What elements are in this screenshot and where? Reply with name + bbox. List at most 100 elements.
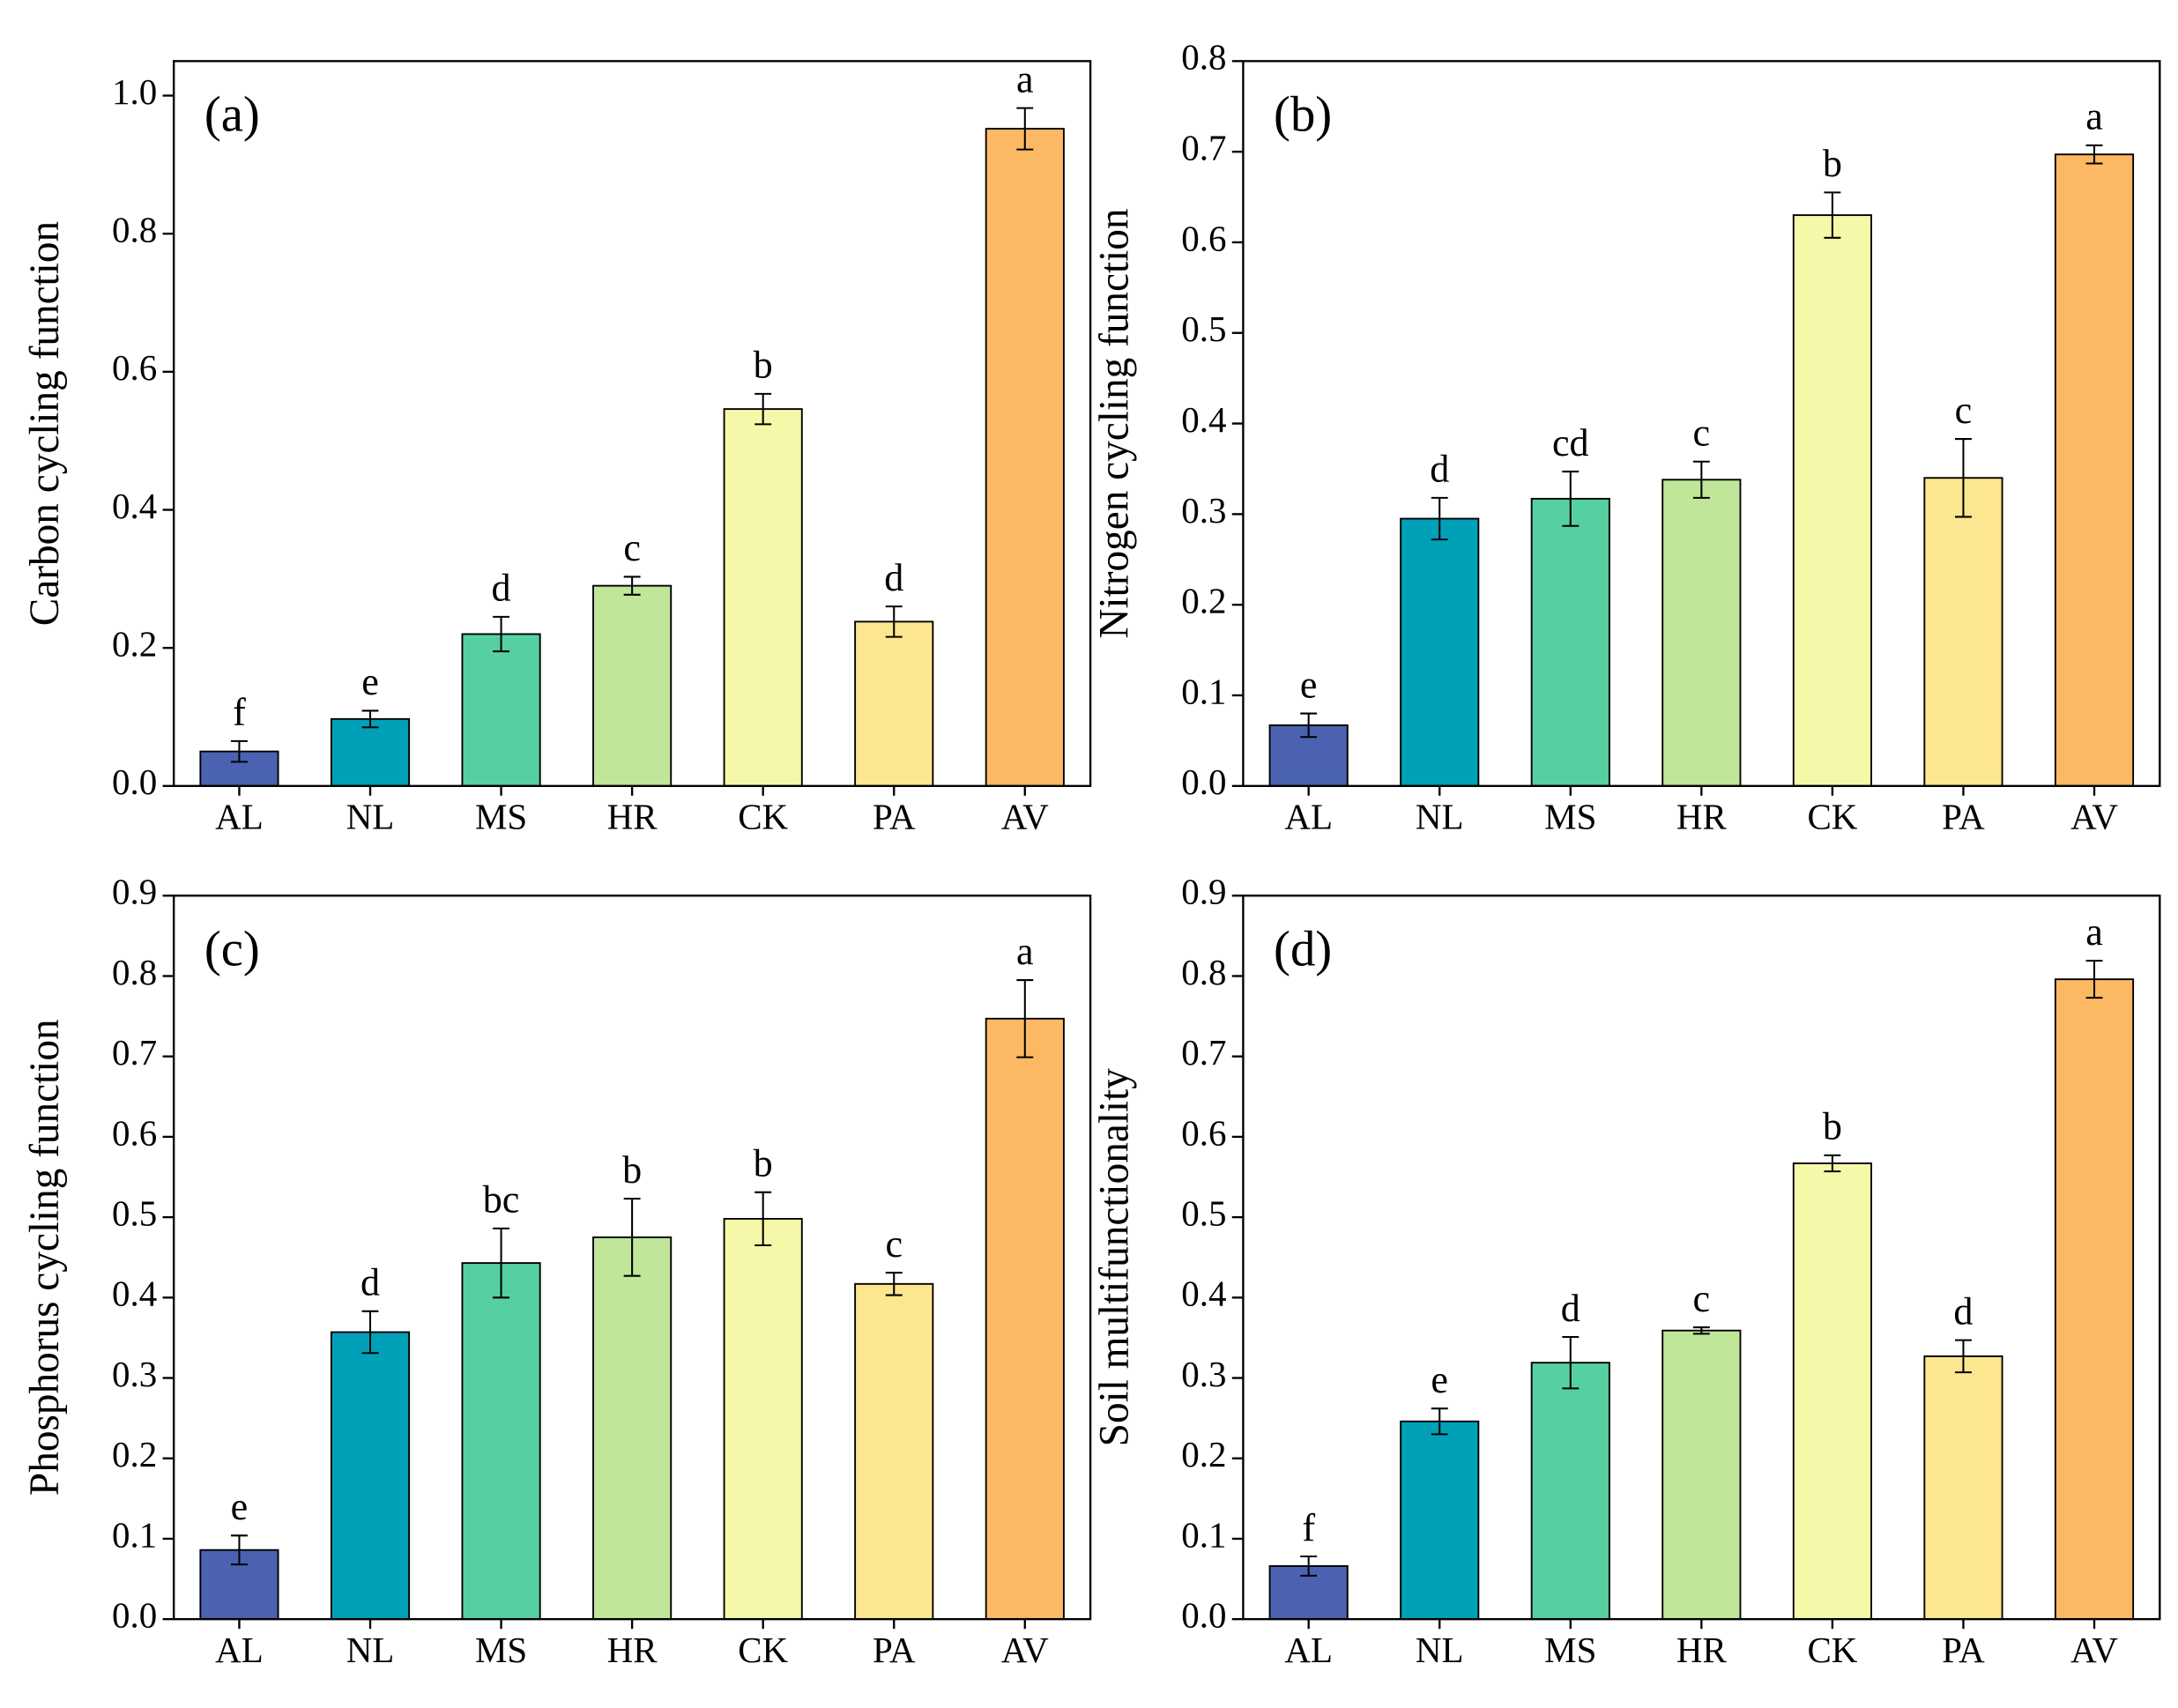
bar <box>1530 497 1610 787</box>
y-tick-label: 0.2 <box>1181 1434 1226 1474</box>
significance-letter: bc <box>483 1178 520 1222</box>
bar <box>1792 1162 1872 1621</box>
error-bar <box>2085 144 2103 165</box>
x-tick-label: HR <box>1676 1630 1728 1670</box>
y-tick-label: 0.1 <box>112 1514 157 1555</box>
significance-letter: a <box>2085 95 2103 138</box>
bar <box>1661 1329 1742 1621</box>
x-tick-label: HR <box>1676 797 1728 837</box>
significance-letter: c <box>1955 389 1973 432</box>
bar <box>1923 1355 2003 1621</box>
significance-letter: b <box>754 344 773 387</box>
bar <box>1792 214 1872 787</box>
error-bar <box>1955 438 1972 518</box>
x-tick-label: NL <box>346 1630 395 1670</box>
significance-letter: c <box>1693 1277 1711 1320</box>
significance-letter: d <box>1561 1287 1580 1330</box>
y-tick-label: 0.5 <box>112 1193 157 1234</box>
panel-label: (c) <box>204 921 260 977</box>
y-tick-label: 0.5 <box>1181 308 1226 349</box>
error-bar <box>1562 1335 1580 1390</box>
error-bar <box>623 576 641 596</box>
x-tick-label: NL <box>1416 1630 1464 1670</box>
error-bar <box>361 1310 379 1355</box>
bar <box>1530 1362 1610 1621</box>
error-bar <box>493 615 510 653</box>
x-tick-label: CK <box>738 1630 788 1670</box>
significance-letter: a <box>2085 910 2103 954</box>
x-tick-label: AL <box>1284 797 1333 837</box>
y-tick-label: 0.2 <box>112 624 157 665</box>
x-tick-label: CK <box>1807 797 1857 837</box>
significance-letter: c <box>623 526 641 569</box>
y-tick-label: 0.6 <box>1181 218 1226 258</box>
error-bar <box>623 1198 641 1277</box>
panel: 0.0 0.1 0.2 0.3 0.4 0.5 0.6 0.7 0.8 0.9 f AL e NL d MS c… <box>1091 872 2161 1670</box>
significance-letter: d <box>492 567 511 610</box>
significance-letter: c <box>885 1222 903 1266</box>
plot-frame <box>172 60 1092 787</box>
y-tick-label: 0.7 <box>1181 128 1226 168</box>
bar <box>1400 1420 1480 1621</box>
y-tick-label: 0.3 <box>1181 490 1226 531</box>
error-bar <box>493 1227 510 1299</box>
y-axis-label: Nitrogen cycling function <box>1091 208 1137 638</box>
y-tick-label: 0.4 <box>1181 399 1226 440</box>
x-tick-label: AV <box>1001 797 1049 837</box>
significance-letter: d <box>361 1261 380 1304</box>
significance-letter: c <box>1693 412 1711 455</box>
y-axis-label: Soil multifunctionality <box>1091 1068 1137 1447</box>
panel-label: (b) <box>1274 87 1332 143</box>
x-tick-label: MS <box>1544 797 1596 837</box>
error-bar <box>1016 107 1034 151</box>
error-bar <box>754 1191 772 1247</box>
y-tick-label: 0.8 <box>112 210 157 250</box>
y-tick-label: 0.5 <box>1181 1193 1226 1234</box>
significance-letter: a <box>1016 57 1034 100</box>
bar <box>723 1217 803 1621</box>
x-tick-label: AV <box>2070 1630 2118 1670</box>
x-tick-label: PA <box>873 797 916 837</box>
plot-frame <box>172 895 1092 1621</box>
significance-letter: f <box>233 691 246 734</box>
y-tick-label: 0.6 <box>112 347 157 388</box>
error-bar <box>1824 1154 1841 1173</box>
x-tick-label: PA <box>873 1630 916 1670</box>
error-bar <box>230 1534 248 1566</box>
bar <box>1400 517 1480 787</box>
x-tick-label: HR <box>607 1630 658 1670</box>
y-tick-label: 0.6 <box>112 1112 157 1153</box>
significance-letter: f <box>1302 1506 1315 1549</box>
y-tick-label: 0.6 <box>1181 1112 1226 1153</box>
bar <box>985 128 1065 787</box>
bar <box>461 1262 541 1621</box>
bar <box>723 408 803 787</box>
significance-letter: b <box>1823 1105 1842 1148</box>
significance-letter: e <box>1431 1358 1448 1401</box>
plot-frame <box>1242 895 2161 1621</box>
panel: 0.00.10.20.30.40.50.60.70.80.9eALdNLbcMS… <box>22 872 1092 1670</box>
bar <box>2054 153 2135 787</box>
x-tick-label: NL <box>1416 797 1464 837</box>
x-tick-label: AL <box>215 797 264 837</box>
bar <box>1661 479 1742 787</box>
error-bar <box>885 605 903 638</box>
x-tick-label: MS <box>475 797 527 837</box>
error-bar <box>1692 1326 1710 1335</box>
error-bar <box>1300 712 1318 739</box>
y-tick-label: 0.1 <box>1181 671 1226 711</box>
bar <box>461 633 541 787</box>
significance-letter: b <box>1823 142 1842 185</box>
y-tick-label: 0.8 <box>1181 37 1226 78</box>
bar <box>854 1282 934 1621</box>
bar <box>1923 477 2003 787</box>
significance-letter: d <box>884 556 903 599</box>
x-tick-label: MS <box>1544 1630 1596 1670</box>
y-tick-label: 0.9 <box>112 872 157 912</box>
y-tick-label: 0.7 <box>1181 1032 1226 1073</box>
x-tick-label: NL <box>346 797 395 837</box>
panel-label: (a) <box>204 87 260 143</box>
y-tick-label: 0.3 <box>112 1354 157 1394</box>
